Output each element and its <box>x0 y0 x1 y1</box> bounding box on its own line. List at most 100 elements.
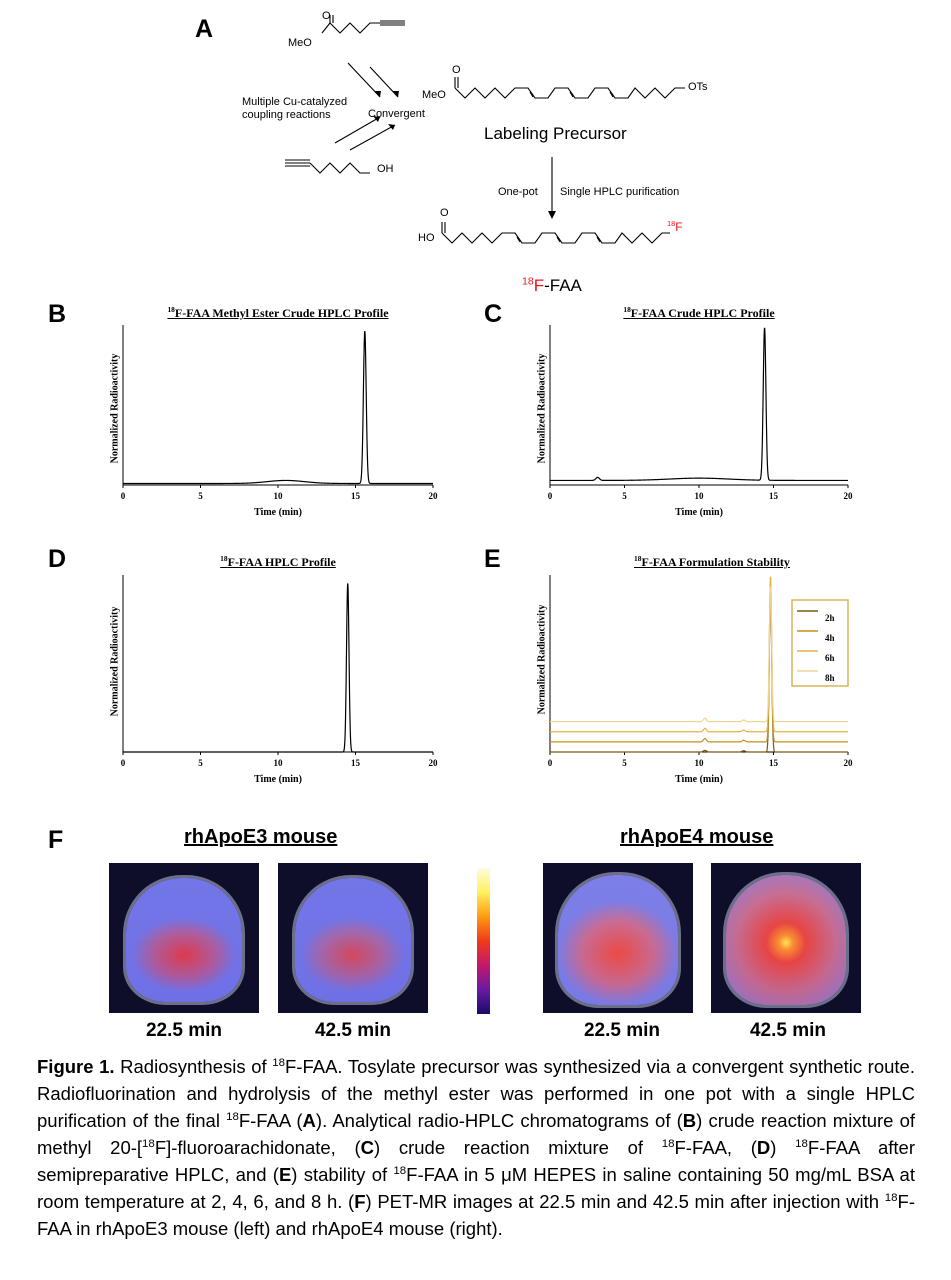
chart-b-title: 18F-FAA Methyl Ester Crude HPLC Profile <box>123 306 433 321</box>
caption-text: ). Analytical radio-HPLC chromatograms o… <box>315 1110 683 1131</box>
convergent-label: Convergent <box>368 108 425 120</box>
chart-d-title-text: F-FAA HPLC Profile <box>227 555 336 569</box>
chart-c-title-iso: 18 <box>623 305 631 314</box>
chart-e-legend-label-6h: 6h <box>825 653 835 663</box>
product-name-iso: 18 <box>522 275 534 288</box>
precursor-ots: OTs <box>688 81 708 93</box>
caption-text: F-FAA, ( <box>674 1137 757 1158</box>
coupling-text-2: coupling reactions <box>242 109 331 121</box>
time-label-e3-2: 42.5 min <box>314 1020 392 1041</box>
coupling-text-1: Multiple Cu-catalyzed <box>242 96 348 108</box>
panel-b-letter: B <box>48 300 67 328</box>
chart-b-tick-label: 5 <box>198 491 203 501</box>
chart-e-title: 18F-FAA Formulation Stability <box>550 555 874 570</box>
sm2-chain <box>309 162 370 174</box>
chart-e-series-line-2h <box>550 591 848 753</box>
precursor-meo: MeO <box>422 89 446 101</box>
arrow-3 <box>334 116 381 144</box>
chart-b-title-iso: 18 <box>167 305 175 314</box>
caption-text: ) stability of <box>291 1164 394 1185</box>
sm1-o: O <box>322 10 331 22</box>
product-name-f: F <box>533 276 545 295</box>
chart-b-tick-label: 15 <box>351 491 361 501</box>
caption-sup: 18 <box>661 1137 675 1150</box>
product-ho: HO <box>418 232 435 244</box>
chart-d-title-iso: 18 <box>220 554 228 563</box>
chart-b-tick-label: 20 <box>429 491 439 501</box>
caption-sup: 18 <box>226 1110 239 1123</box>
caption-ref-c: C <box>360 1137 375 1158</box>
chart-c-xlabel: Time (min) <box>675 507 723 518</box>
pet-image-e3-42min <box>278 863 428 1013</box>
chart-c-tick-label: 0 <box>548 491 553 501</box>
precursor-chain <box>454 87 685 99</box>
caption-sup: 18 <box>142 1137 155 1150</box>
chart-e-legend-label-4h: 4h <box>825 633 835 643</box>
pet-image-e3-22min <box>109 863 259 1013</box>
step-left-label: One-pot <box>498 186 538 198</box>
chart-b-title-text: F-FAA Methyl Ester Crude HPLC Profile <box>174 306 389 320</box>
chart-d-tick-label: 15 <box>351 758 361 768</box>
chromatogram-layer: 0 5 10 15 20 0 5 10 15 20 0 5 10 15 20 0 5 10 15 20 2h 4h 6h 8h <box>121 325 854 768</box>
pet-colorbar <box>477 868 490 1014</box>
caption-text: F-FAA. Tosylate precursor was synthesize… <box>37 1056 915 1131</box>
caption-sup: 18 <box>393 1164 407 1177</box>
caption-sup: 18 <box>272 1056 285 1069</box>
chart-e-tick-label: 10 <box>695 758 705 768</box>
caption-text: ) crude reaction mixture of <box>374 1137 662 1158</box>
panel-e-letter: E <box>484 545 501 573</box>
caption-text: F]-fluoroarachidonate, ( <box>154 1137 361 1158</box>
precursor-o: O <box>452 64 461 76</box>
arrow-1 <box>347 62 381 98</box>
chart-e-series-line-4h <box>550 581 848 743</box>
chart-e-series-line-8h <box>550 586 848 723</box>
caption-text: F-FAA after semipreparative HPLC, and ( <box>37 1137 915 1185</box>
caption-ref-a: A <box>302 1110 316 1131</box>
product-chain <box>441 232 670 244</box>
chart-c-tick-label: 10 <box>695 491 705 501</box>
rhapoe3-title: rhApoE3 mouse <box>184 826 338 848</box>
chart-c-series-line <box>550 327 848 482</box>
chart-d-tick-label: 0 <box>121 758 126 768</box>
caption-ref-e: E <box>278 1164 292 1185</box>
chart-e-title-iso: 18 <box>634 554 642 563</box>
product-o: O <box>440 207 449 219</box>
step-right-label: Single HPLC purification <box>560 186 680 198</box>
panel-c-letter: C <box>484 300 503 328</box>
caption-sup: 18 <box>795 1137 808 1150</box>
product-fluorine-iso: 18 <box>667 219 676 228</box>
time-label-e3-1: 22.5 min <box>145 1020 223 1041</box>
sm2-oh: OH <box>377 163 394 175</box>
panel-a-letter: A <box>195 15 214 43</box>
chart-c-tick-label: 5 <box>622 491 627 501</box>
chart-d-tick-label: 5 <box>198 758 203 768</box>
chart-b-series-line <box>123 330 433 485</box>
caption-label: Figure 1. <box>37 1056 115 1077</box>
chart-c-tick-label: 15 <box>769 491 779 501</box>
chart-e-tick-label: 15 <box>769 758 779 768</box>
caption-text: F-FAA in rhApoE3 mouse (left) and rhApoE… <box>37 1191 915 1239</box>
caption-text: ) crude reaction mixture of methyl 20-[ <box>37 1110 916 1158</box>
caption-text: F-FAA in 5 μM HEPES in saline containing… <box>37 1164 915 1212</box>
time-label-e4-1: 22.5 min <box>583 1020 661 1041</box>
chart-e-legend-box <box>791 599 849 687</box>
chart-c-tick-label: 20 <box>844 491 854 501</box>
precursor-name: Labeling Precursor <box>484 124 627 143</box>
caption-text: ) <box>770 1137 796 1158</box>
product-name-rest: -FAA <box>544 276 582 295</box>
chart-d-tick-label: 20 <box>429 758 439 768</box>
caption-ref-d: D <box>756 1137 771 1158</box>
pet-image-e4-42min <box>711 863 861 1013</box>
chart-e-xlabel: Time (min) <box>675 774 723 785</box>
panel-d-letter: D <box>48 545 67 573</box>
down-arrow-head <box>548 211 556 219</box>
chart-e-tick-label: 20 <box>844 758 854 768</box>
rhapoe4-title: rhApoE4 mouse <box>620 826 774 848</box>
chart-e-tick-label: 0 <box>548 758 553 768</box>
arrow-4 <box>349 124 396 151</box>
caption-text: ) PET-MR images at 22.5 min and 42.5 min… <box>365 1191 885 1212</box>
product-name: 18F-FAA <box>522 276 582 296</box>
chart-e-tick-label: 5 <box>622 758 627 768</box>
caption-text: F-FAA ( <box>238 1110 303 1131</box>
panel-f-letter: F <box>48 826 64 854</box>
